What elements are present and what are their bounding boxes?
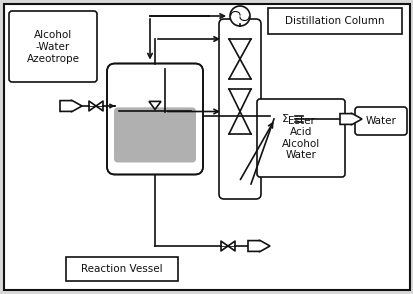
Polygon shape (149, 101, 161, 109)
Text: Reaction Vessel: Reaction Vessel (81, 264, 162, 274)
FancyBboxPatch shape (9, 11, 97, 82)
FancyBboxPatch shape (256, 99, 344, 177)
Text: Water: Water (365, 116, 396, 126)
Polygon shape (247, 240, 269, 252)
Polygon shape (339, 113, 361, 125)
Text: Alcohol
-Water
Azeotrope: Alcohol -Water Azeotrope (26, 30, 79, 64)
FancyBboxPatch shape (114, 107, 195, 163)
FancyBboxPatch shape (107, 64, 202, 175)
Text: Ester
Acid
Alcohol
Water: Ester Acid Alcohol Water (281, 116, 319, 161)
Circle shape (230, 6, 249, 26)
Polygon shape (60, 100, 82, 112)
Text: Σ: Σ (281, 114, 288, 124)
FancyBboxPatch shape (218, 19, 260, 199)
FancyBboxPatch shape (354, 107, 406, 135)
FancyBboxPatch shape (66, 257, 178, 281)
Circle shape (274, 109, 294, 129)
Text: Distillation Column: Distillation Column (285, 16, 384, 26)
FancyBboxPatch shape (267, 8, 401, 34)
